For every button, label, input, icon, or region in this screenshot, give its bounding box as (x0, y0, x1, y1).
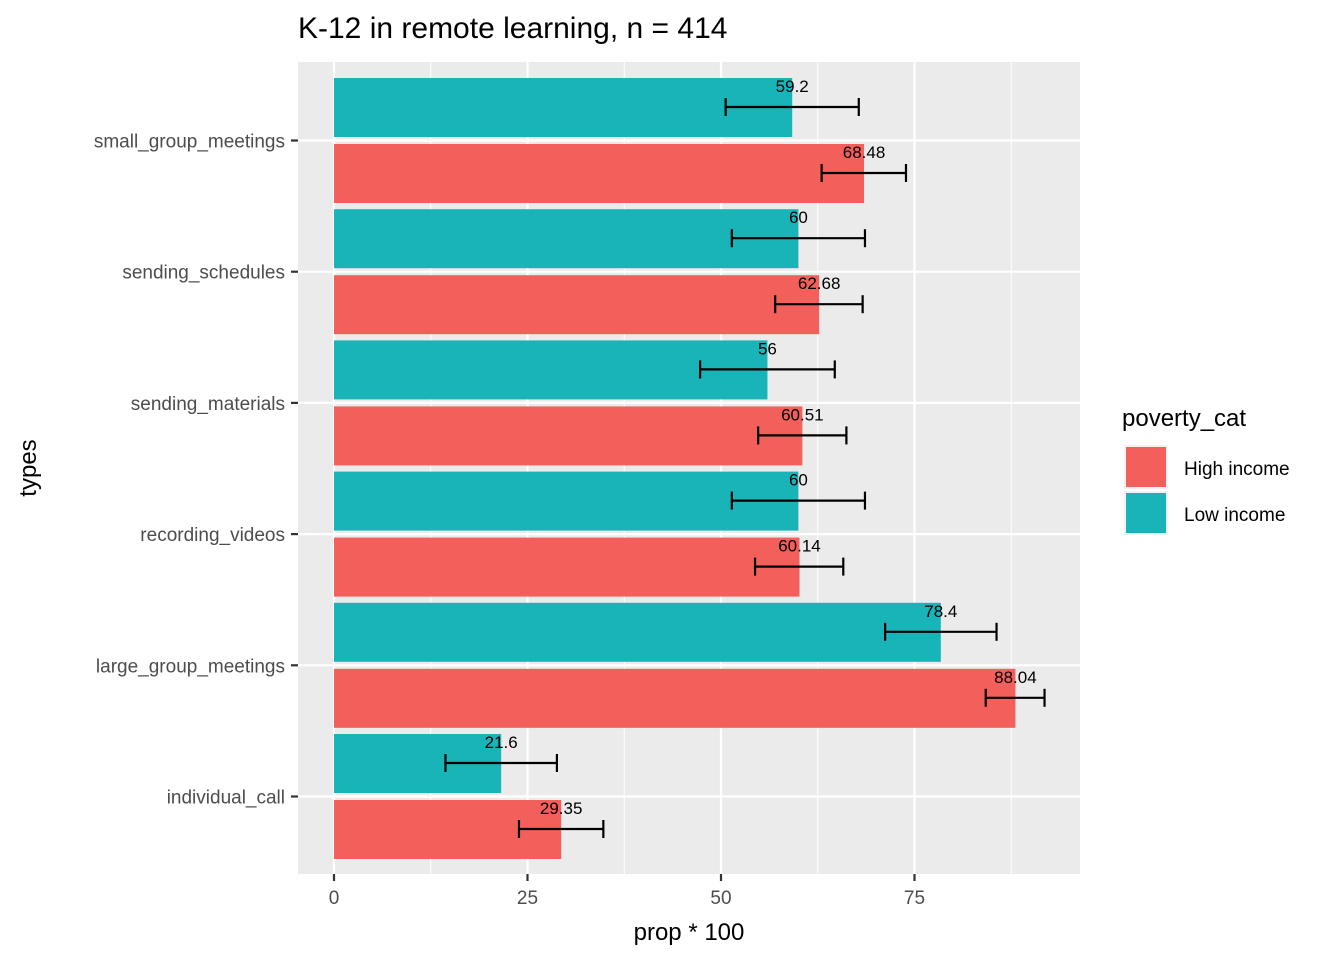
x-tick-label: 75 (904, 888, 925, 909)
y-tick-label: small_group_meetings (94, 132, 285, 153)
data-label: 59.2 (776, 77, 809, 96)
x-axis: 0 25 50 75 (329, 874, 925, 909)
bar (334, 209, 799, 269)
data-label: 60.51 (781, 405, 824, 424)
bars (334, 78, 1016, 859)
data-label: 60 (789, 471, 808, 490)
y-tick-label: sending_materials (131, 394, 285, 415)
bar (334, 340, 768, 400)
bar (334, 275, 820, 335)
data-label: 78.4 (924, 602, 957, 621)
error-bars (444, 98, 1046, 838)
legend-label: High income (1184, 459, 1290, 480)
bar (334, 78, 793, 137)
y-tick-label: large_group_meetings (96, 656, 285, 677)
y-tick-label: individual_call (167, 788, 285, 809)
legend-swatch (1126, 447, 1166, 487)
data-label: 60.14 (778, 537, 821, 556)
legend-title: poverty_cat (1122, 405, 1246, 432)
y-tick-label: recording_videos (140, 525, 285, 546)
data-label: 88.04 (994, 668, 1037, 687)
data-label: 60 (789, 208, 808, 227)
legend-items: High income Low income (1124, 445, 1290, 535)
data-label: 62.68 (798, 274, 841, 293)
x-axis-title: prop * 100 (634, 919, 745, 946)
legend-swatch (1126, 493, 1166, 533)
bar (334, 144, 865, 203)
data-label: 21.6 (485, 733, 518, 752)
bar (334, 602, 941, 662)
y-axis: small_group_meetings sending_schedulessen… (94, 132, 298, 809)
data-labels: 59.2 68.48 60 62.68 56 60.51 60 60.14 78.4 88.04 2… (485, 77, 1037, 818)
bar (334, 668, 1016, 728)
bar (334, 471, 799, 531)
data-label: 56 (758, 339, 777, 358)
x-tick-label: 50 (710, 888, 731, 909)
bar (334, 537, 800, 597)
x-tick-label: 25 (517, 888, 538, 909)
legend-label: Low income (1184, 505, 1285, 526)
y-tick-label: sending_schedules (122, 263, 285, 284)
data-label: 68.48 (843, 143, 886, 162)
x-tick-label: 0 (329, 888, 340, 909)
bar (334, 406, 803, 466)
y-axis-title: types (15, 439, 42, 496)
chart-title: K-12 in remote learning, n = 414 (298, 12, 727, 45)
legend: poverty_cat High income Low income (1122, 405, 1290, 535)
data-label: 29.35 (540, 799, 583, 818)
